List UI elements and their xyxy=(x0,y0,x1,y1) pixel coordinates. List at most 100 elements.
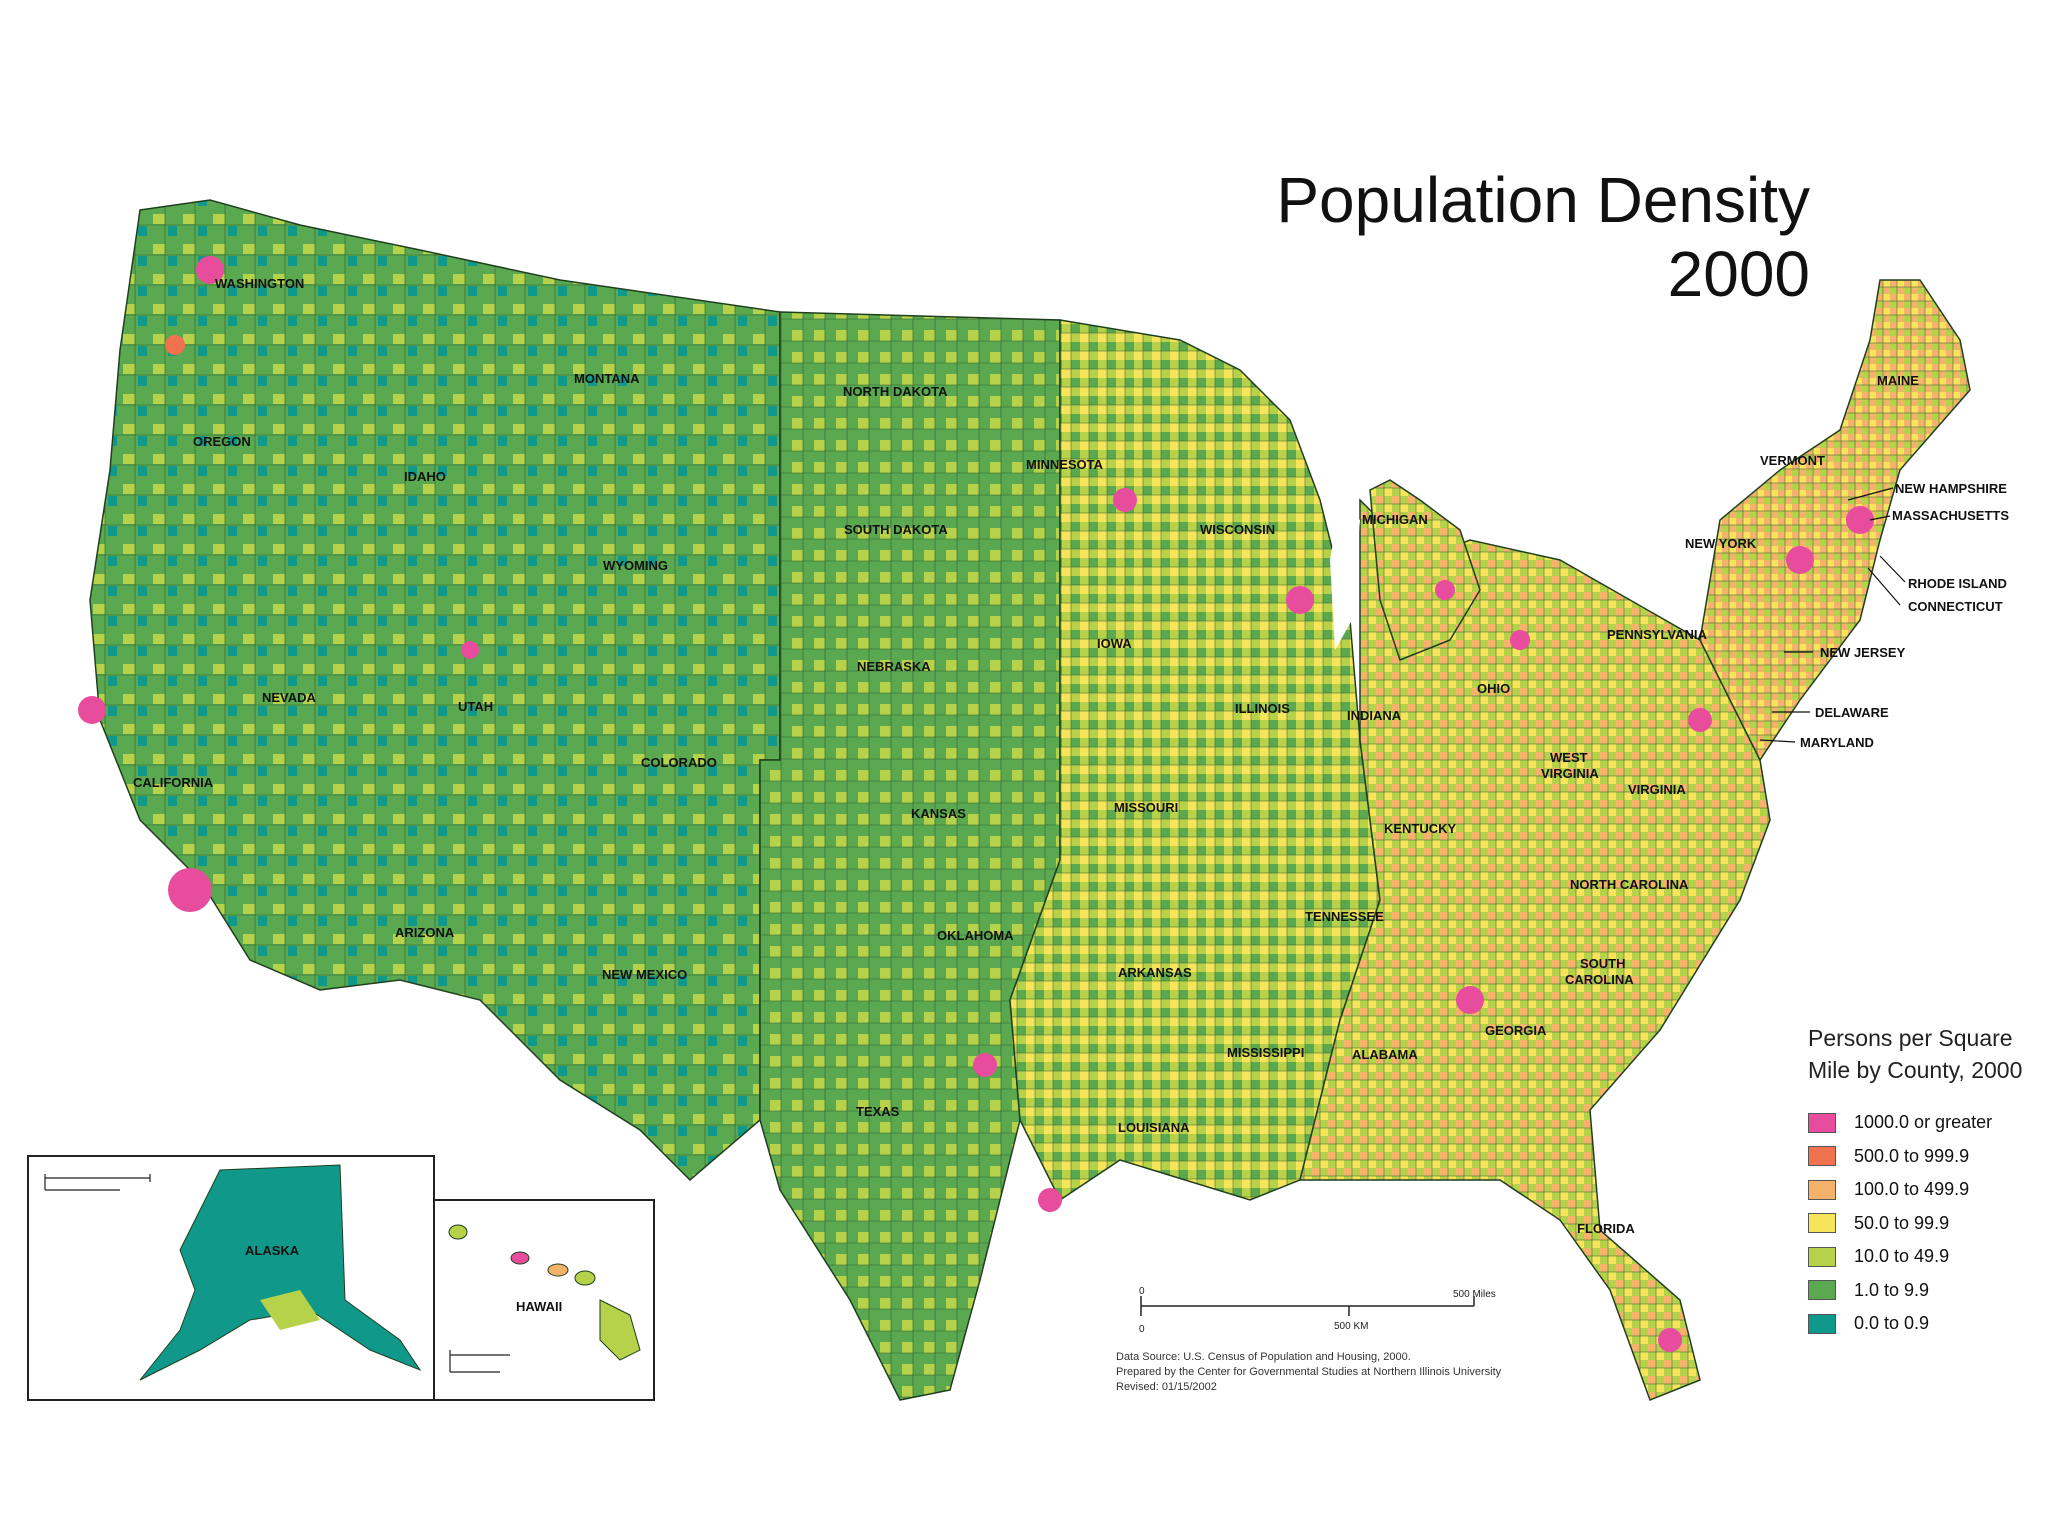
callout-labels xyxy=(1759,487,1906,743)
hawaii-island xyxy=(448,1224,468,1240)
legend-label: 50.0 to 99.9 xyxy=(1854,1212,1950,1233)
state-labels: WASHINGTON OREGON CALIFORNIA NEVADA IDAH… xyxy=(133,276,1919,1236)
legend-swatch xyxy=(1808,1313,1836,1334)
state-label-washington: WASHINGTON xyxy=(215,276,304,291)
legend-row: 500.0 to 999.9 xyxy=(1808,1140,2022,1174)
callout-leader xyxy=(1869,515,1891,521)
legend-row: 1000.0 or greater xyxy=(1808,1106,2022,1140)
legend-label: 0.0 to 0.9 xyxy=(1854,1313,1930,1334)
scale-miles-label: 500 Miles xyxy=(1453,1289,1496,1300)
legend-swatch xyxy=(1808,1280,1836,1301)
state-label-georgia: GEORGIA xyxy=(1485,1023,1547,1038)
state-label-utah: UTAH xyxy=(458,699,493,714)
state-label-ohio: OHIO xyxy=(1477,681,1510,696)
state-label-hawaii: HAWAII xyxy=(516,1299,562,1314)
state-label-oklahoma: OKLAHOMA xyxy=(937,928,1014,943)
state-label-wyoming: WYOMING xyxy=(603,558,668,573)
state-label-new-york: NEW YORK xyxy=(1685,536,1757,551)
state-label-louisiana: LOUISIANA xyxy=(1118,1120,1190,1135)
hawaii-inset: HAWAII xyxy=(433,1199,655,1401)
hawaii-island xyxy=(510,1251,530,1265)
legend-title-line-1: Persons per Square xyxy=(1808,1025,2013,1051)
state-label-oregon: OREGON xyxy=(193,434,251,449)
scale-km-label: 500 KM xyxy=(1334,1321,1368,1332)
legend-row: 1.0 to 9.9 xyxy=(1808,1274,2022,1308)
legend: Persons per Square Mile by County, 2000 … xyxy=(1808,1022,2022,1341)
legend-title-line-2: Mile by County, 2000 xyxy=(1808,1057,2023,1083)
metro-area xyxy=(78,696,106,724)
credits-line-1: Data Source: U.S. Census of Population a… xyxy=(1116,1351,1411,1363)
state-label-florida: FLORIDA xyxy=(1577,1221,1635,1236)
metro-area xyxy=(1510,630,1530,650)
region-midwest xyxy=(1009,319,1381,1202)
callout-massachusetts: MASSACHUSETTS xyxy=(1892,508,2009,523)
state-label-wisconsin: WISCONSIN xyxy=(1200,522,1275,537)
legend-row: 50.0 to 99.9 xyxy=(1808,1207,2022,1241)
state-label-west-virginia-2: VIRGINIA xyxy=(1541,766,1599,781)
state-label-idaho: IDAHO xyxy=(404,469,446,484)
state-label-texas: TEXAS xyxy=(856,1104,900,1119)
scale-bar: 0 0 500 Miles 500 KM xyxy=(1139,1286,1496,1335)
metro-area xyxy=(168,868,212,912)
state-label-michigan: MICHIGAN xyxy=(1362,512,1428,527)
state-label-south-dakota: SOUTH DAKOTA xyxy=(844,522,948,537)
data-source-credits: Data Source: U.S. Census of Population a… xyxy=(1116,1350,1501,1395)
state-label-nevada: NEVADA xyxy=(262,690,317,705)
credits-line-2: Prepared by the Center for Governmental … xyxy=(1116,1366,1502,1378)
scale-zero-bottom: 0 xyxy=(1139,1324,1145,1335)
metro-area xyxy=(1456,986,1484,1014)
alaska-south-area xyxy=(260,1290,320,1330)
callout-leader xyxy=(1759,739,1796,743)
credits-line-3: Revised: 01/15/2002 xyxy=(1116,1381,1217,1393)
state-label-maine: MAINE xyxy=(1877,373,1919,388)
alaska-shape xyxy=(139,1164,422,1381)
state-label-mississippi: MISSISSIPPI xyxy=(1227,1045,1304,1060)
state-label-illinois: ILLINOIS xyxy=(1235,701,1290,716)
legend-rows: 1000.0 or greater 500.0 to 999.9 100.0 t… xyxy=(1808,1106,2022,1341)
hawaii-scale-bar xyxy=(449,1350,510,1373)
legend-row: 0.0 to 0.9 xyxy=(1808,1307,2022,1341)
legend-title: Persons per Square Mile by County, 2000 xyxy=(1808,1022,2022,1086)
metro-area xyxy=(1786,546,1814,574)
legend-swatch xyxy=(1808,1213,1836,1234)
alaska-inset: ALASKA xyxy=(27,1155,435,1401)
state-label-arizona: ARIZONA xyxy=(395,925,455,940)
state-label-indiana: INDIANA xyxy=(1347,708,1402,723)
alaska-scale-bar xyxy=(44,1174,151,1191)
region-michigan xyxy=(1369,479,1481,661)
state-label-north-carolina: NORTH CAROLINA xyxy=(1570,877,1689,892)
state-label-kansas: KANSAS xyxy=(911,806,966,821)
legend-label: 1.0 to 9.9 xyxy=(1854,1279,1930,1300)
state-label-virginia: VIRGINIA xyxy=(1628,782,1686,797)
callout-rhode-island: RHODE ISLAND xyxy=(1908,576,2007,591)
callout-delaware: DELAWARE xyxy=(1815,705,1889,720)
legend-label: 1000.0 or greater xyxy=(1854,1112,1993,1133)
region-plains xyxy=(759,311,1061,1401)
legend-swatch xyxy=(1808,1146,1836,1167)
region-east xyxy=(1299,498,1771,1401)
state-label-alabama: ALABAMA xyxy=(1352,1047,1418,1062)
metro-area xyxy=(1658,1328,1682,1352)
legend-row: 10.0 to 49.9 xyxy=(1808,1240,2022,1274)
state-label-iowa: IOWA xyxy=(1097,636,1132,651)
legend-row: 100.0 to 499.9 xyxy=(1808,1173,2022,1207)
metro-area xyxy=(1038,1188,1062,1212)
state-label-vermont: VERMONT xyxy=(1760,453,1825,468)
state-label-pennsylvania: PENNSYLVANIA xyxy=(1607,627,1708,642)
state-label-south-carolina-2: CAROLINA xyxy=(1565,972,1634,987)
state-label-alaska: ALASKA xyxy=(245,1243,300,1258)
state-label-nebraska: NEBRASKA xyxy=(857,659,931,674)
callout-maryland: MARYLAND xyxy=(1800,735,1874,750)
hawaii-island xyxy=(547,1263,569,1277)
metro-area xyxy=(1846,506,1874,534)
state-label-kentucky: KENTUCKY xyxy=(1384,821,1457,836)
metro-area xyxy=(1688,708,1712,732)
state-label-missouri: MISSOURI xyxy=(1114,800,1178,815)
metro-area xyxy=(1435,580,1455,600)
map-title-line-1: Population Density xyxy=(1276,164,1810,236)
callout-connecticut: CONNECTICUT xyxy=(1908,599,2003,614)
state-label-arkansas: ARKANSAS xyxy=(1118,965,1192,980)
metro-area xyxy=(1113,488,1137,512)
region-west xyxy=(89,199,781,1182)
